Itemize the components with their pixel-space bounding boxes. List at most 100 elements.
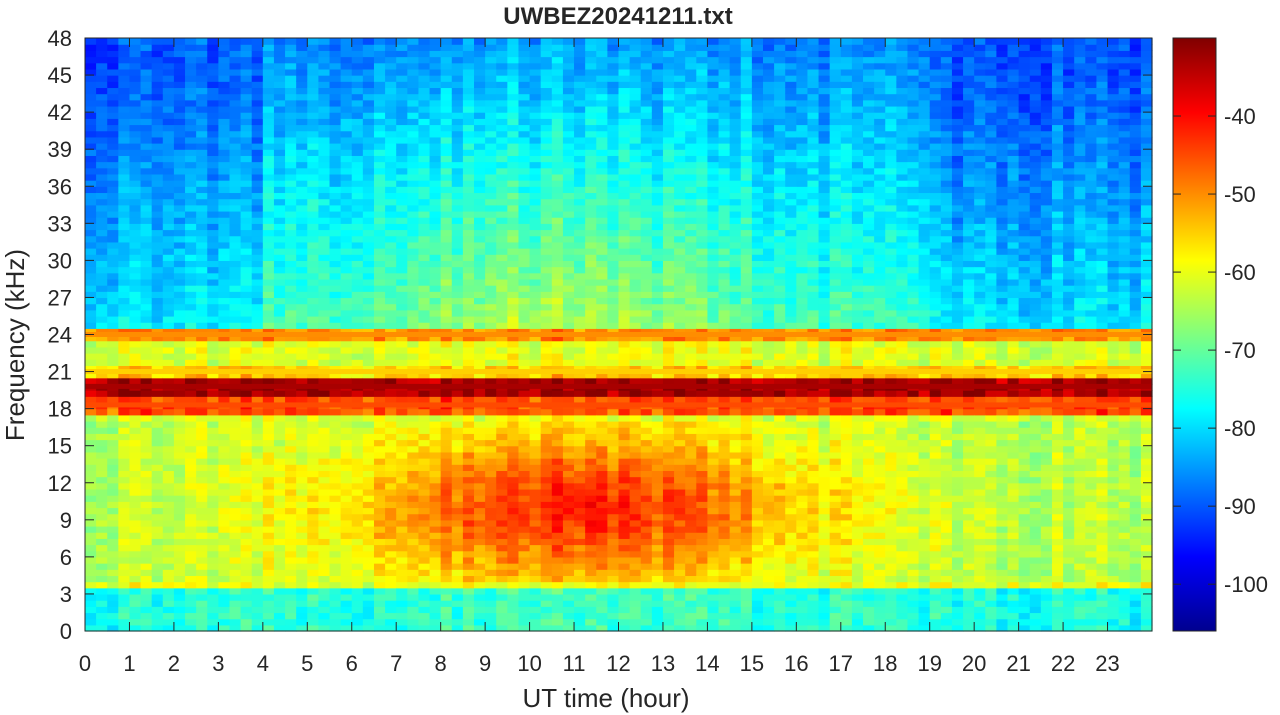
heatmap-cell	[474, 445, 486, 453]
heatmap-cell	[140, 488, 153, 496]
heatmap-cell	[96, 488, 108, 496]
heatmap-cell	[307, 470, 319, 478]
heatmap-cell	[140, 550, 153, 558]
heatmap-cell	[329, 192, 342, 200]
heatmap-cell	[251, 519, 264, 527]
heatmap-cell	[262, 513, 275, 521]
heatmap-cell	[474, 93, 486, 101]
heatmap-cell	[285, 606, 297, 614]
heatmap-cell	[107, 439, 119, 447]
heatmap-cell	[518, 556, 531, 564]
heatmap-cell	[285, 439, 297, 447]
heatmap-cell	[507, 377, 520, 385]
heatmap-cell	[107, 87, 119, 95]
heatmap-cell	[85, 544, 97, 552]
heatmap-cell	[418, 322, 431, 329]
heatmap-cell	[396, 291, 408, 299]
heatmap-cell	[540, 618, 553, 626]
heatmap-cell	[607, 365, 620, 373]
heatmap-cell	[307, 99, 319, 107]
heatmap-cell	[651, 581, 664, 589]
heatmap-cell	[307, 353, 319, 360]
heatmap-cell	[107, 359, 119, 366]
heatmap-cell	[273, 112, 286, 119]
heatmap-cell	[540, 353, 553, 360]
heatmap-cell	[485, 451, 497, 459]
heatmap-cell	[562, 556, 575, 564]
heatmap-cell	[407, 513, 420, 521]
heatmap-cell	[351, 198, 364, 206]
heatmap-cell	[96, 451, 108, 459]
heatmap-cell	[596, 93, 608, 101]
heatmap-cell	[207, 180, 219, 187]
heatmap-cell	[85, 124, 97, 132]
heatmap-cell	[151, 519, 164, 527]
heatmap-cell	[218, 291, 231, 299]
heatmap-cell	[562, 408, 575, 416]
heatmap-cell	[418, 587, 431, 595]
heatmap-cell	[118, 118, 131, 126]
heatmap-cell	[240, 105, 253, 113]
heatmap-cell	[307, 223, 319, 231]
heatmap-cell	[151, 56, 164, 64]
heatmap-cell	[429, 50, 442, 58]
heatmap-cell	[218, 371, 231, 379]
heatmap-cell	[596, 161, 608, 169]
heatmap-cell	[385, 105, 397, 113]
heatmap-cell	[518, 451, 531, 459]
heatmap-cell	[574, 501, 586, 509]
heatmap-cell	[240, 445, 253, 453]
heatmap-cell	[185, 155, 197, 163]
heatmap-cell	[229, 538, 242, 546]
heatmap-cell	[396, 377, 408, 385]
heatmap-cell	[396, 513, 408, 521]
heatmap-cell	[207, 439, 219, 447]
heatmap-cell	[107, 624, 119, 632]
heatmap-cell	[418, 68, 431, 76]
heatmap-cell	[196, 266, 208, 274]
heatmap-cell	[107, 75, 119, 82]
heatmap-cell	[373, 346, 386, 354]
heatmap-cell	[262, 371, 275, 379]
heatmap-cell	[407, 414, 420, 422]
heatmap-cell	[262, 204, 275, 212]
heatmap-cell	[362, 62, 375, 70]
heatmap-cell	[385, 204, 397, 212]
heatmap-cell	[540, 334, 553, 342]
heatmap-cell	[418, 38, 431, 45]
heatmap-cell	[385, 118, 397, 126]
heatmap-cell	[529, 427, 542, 434]
heatmap-cell	[340, 322, 353, 329]
heatmap-cell	[273, 390, 286, 397]
heatmap-cell	[596, 600, 608, 607]
heatmap-cell	[151, 217, 164, 224]
heatmap-cell	[85, 105, 97, 113]
heatmap-cell	[296, 75, 308, 82]
heatmap-cell	[540, 130, 553, 138]
heatmap-cell	[462, 210, 475, 218]
heatmap-cell	[529, 81, 542, 89]
heatmap-cell	[596, 451, 608, 459]
heatmap-cell	[562, 303, 575, 311]
heatmap-cell	[562, 272, 575, 280]
heatmap-cell	[574, 254, 586, 261]
heatmap-cell	[396, 62, 408, 70]
heatmap-cell	[118, 451, 131, 459]
heatmap-cell	[462, 62, 475, 70]
heatmap-cell	[340, 390, 353, 397]
heatmap-cell	[85, 624, 97, 632]
heatmap-cell	[407, 130, 420, 138]
heatmap-cell	[140, 408, 153, 416]
heatmap-cell	[496, 112, 508, 119]
heatmap-cell	[507, 315, 520, 323]
heatmap-cell	[240, 396, 253, 404]
heatmap-cell	[440, 210, 453, 218]
heatmap-cell	[240, 285, 253, 292]
heatmap-cell	[196, 81, 208, 89]
heatmap-cell	[607, 266, 620, 274]
heatmap-cell	[207, 587, 219, 595]
heatmap-cell	[618, 618, 631, 626]
heatmap-cell	[151, 593, 164, 601]
heatmap-cell	[640, 365, 653, 373]
heatmap-cell	[585, 285, 597, 292]
